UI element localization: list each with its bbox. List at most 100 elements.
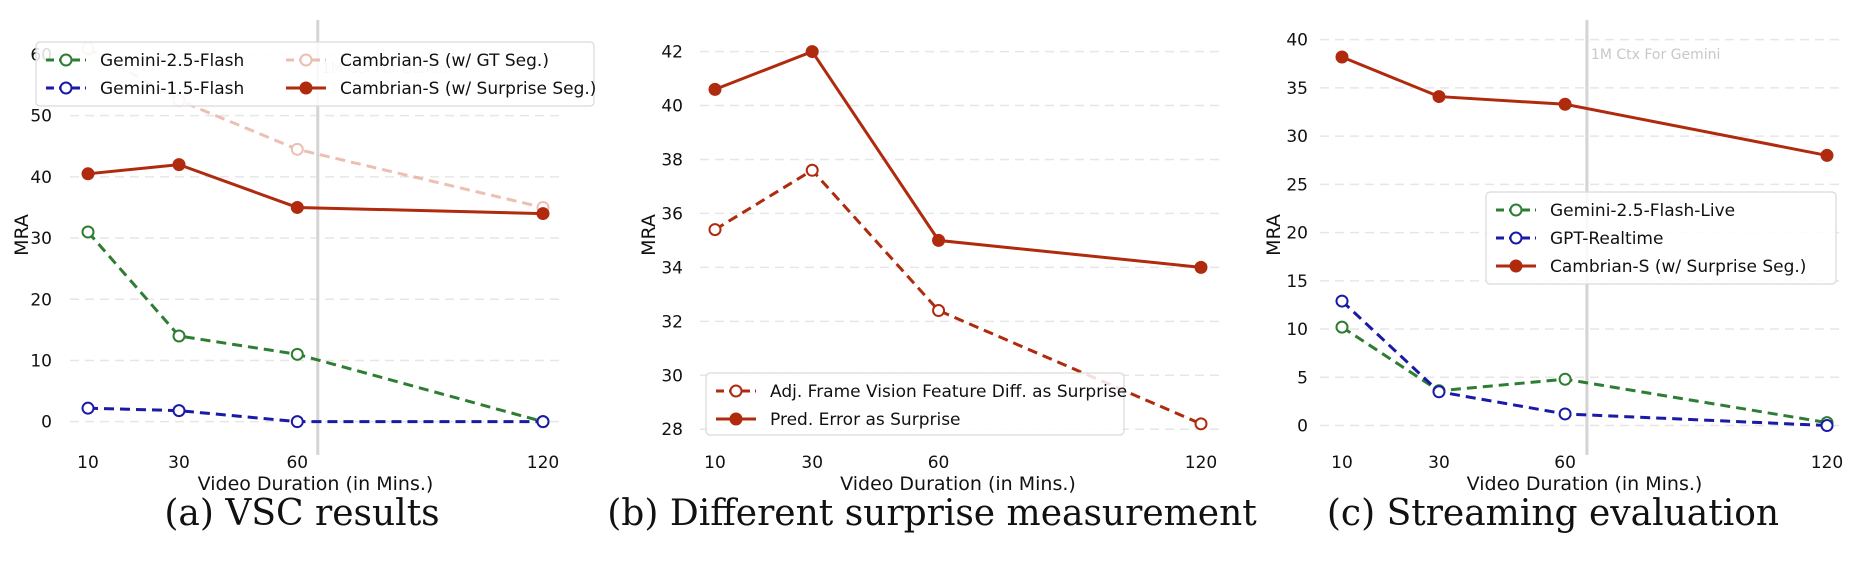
legend-label: Pred. Error as Surprise [770, 410, 961, 430]
series-pred-error-as-surprise [708, 45, 1208, 274]
series-line [714, 168, 1202, 426]
series-adj-frame-vision-feature-diff-as-surprise [708, 163, 1208, 431]
legend: Gemini-2.5-Flash Gemini-1.5-Flash Cambrian… [35, 41, 596, 107]
x-tick-label: 120 [1811, 453, 1843, 473]
series-line [87, 406, 543, 424]
data-point [708, 82, 722, 96]
legend-label: Cambrian-S (w/ Surprise Seg.) [340, 79, 596, 99]
y-tick-label: 0 [41, 413, 52, 433]
chart-panel-2: 28 30 32 34 36 38 40 42 10 30 60 120 Video Duration … [607, 43, 1257, 534]
x-tick-label: 30 [801, 453, 823, 473]
y-tick-label: 0 [1297, 417, 1308, 437]
x-tick-label: 10 [77, 453, 99, 473]
data-point [81, 225, 95, 239]
y-tick-label: 30 [661, 366, 683, 386]
series-gemini-1-5-flash [81, 401, 550, 429]
data-point [932, 304, 946, 318]
y-tick-label: 28 [661, 420, 683, 440]
y-tick-label: 20 [1286, 224, 1308, 244]
y-tick-label: 32 [661, 312, 683, 332]
y-tick-label: 50 [30, 107, 52, 127]
legend-swatch-marker [59, 53, 73, 67]
series-gemini-2-5-flash [81, 225, 550, 429]
data-point [290, 142, 304, 156]
data-point [932, 233, 946, 247]
data-point [172, 158, 186, 172]
legend-swatch-marker [59, 81, 73, 95]
legend-item [286, 53, 326, 67]
data-point [1432, 90, 1446, 104]
series-line [1341, 325, 1828, 425]
y-tick-label: 30 [1286, 127, 1308, 147]
legend-item [1496, 203, 1536, 217]
data-point [708, 223, 722, 237]
legend-item [1496, 231, 1536, 245]
legend-label: Adj. Frame Vision Feature Diff. as Surpr… [770, 382, 1127, 402]
legend-label: Cambrian-S (w/ Surprise Seg.) [1550, 257, 1806, 277]
legend-box [1485, 191, 1837, 285]
data-point [1335, 320, 1349, 334]
legend-item [46, 53, 86, 67]
series-gemini-2-5-flash-live [1335, 320, 1834, 430]
chart-panel-3: 0 5 10 15 20 25 30 35 40 10 30 60 120 Video Duration … [1263, 20, 1845, 534]
data-point [1820, 148, 1834, 162]
panel-caption: (b) Different surprise measurement [607, 493, 1257, 534]
x-tick-label: 60 [286, 453, 308, 473]
y-tick-label: 40 [661, 97, 683, 117]
series-line [1341, 55, 1828, 157]
x-tick-label: 30 [1428, 453, 1450, 473]
series-line [87, 163, 544, 216]
x-axis-label: Video Duration (in Mins.) [1467, 473, 1703, 495]
data-point [81, 167, 95, 181]
legend-label: GPT-Realtime [1550, 229, 1663, 249]
legend-swatch-marker [1509, 259, 1523, 273]
legend-label: Gemini-1.5-Flash [100, 79, 244, 99]
panel-caption: (a) VSC results [164, 493, 439, 534]
y-tick-label: 34 [661, 258, 683, 278]
data-point [1558, 97, 1572, 111]
series-line [1340, 299, 1828, 428]
x-tick-label: 60 [1554, 453, 1576, 473]
y-tick-label: 38 [661, 150, 683, 170]
data-point [805, 45, 819, 59]
series-line [714, 49, 1202, 269]
x-tick-label: 30 [168, 453, 190, 473]
data-point [1194, 260, 1208, 274]
y-tick-label: 25 [1286, 175, 1308, 195]
y-tick-label: 36 [661, 204, 683, 224]
legend-label: Gemini-2.5-Flash [100, 51, 244, 71]
legend-item [716, 412, 756, 426]
y-axis-label: MRA [11, 214, 33, 256]
x-tick-label: 120 [1185, 453, 1217, 473]
y-tick-label: 15 [1286, 272, 1308, 292]
series-cambrian-s-w-surprise-seg- [1335, 50, 1834, 162]
y-tick-label: 10 [1286, 320, 1308, 340]
reference-line-label: 1M Ctx For Gemini [1591, 47, 1721, 63]
x-tick-label: 10 [704, 453, 726, 473]
data-point [290, 347, 304, 361]
legend-swatch-marker [299, 81, 313, 95]
legend-label: Cambrian-S (w/ GT Seg.) [340, 51, 549, 71]
legend-swatch-marker [729, 384, 743, 398]
data-point [81, 401, 95, 415]
legend: Gemini-2.5-Flash-Live GPT-Realtime Cambria… [1485, 191, 1837, 285]
y-tick-label: 10 [30, 351, 52, 371]
legend-box [35, 41, 595, 107]
legend-item [286, 81, 326, 95]
y-tick-label: 5 [1297, 368, 1308, 388]
y-tick-label: 35 [1286, 79, 1308, 99]
data-point [172, 329, 186, 343]
legend-item [716, 384, 756, 398]
series-gpt-realtime [1335, 294, 1834, 433]
data-point [1558, 407, 1572, 421]
x-axis-label: Video Duration (in Mins.) [840, 473, 1076, 495]
data-point [805, 163, 819, 177]
series-line [86, 230, 544, 424]
legend-swatch-marker [1509, 203, 1523, 217]
y-tick-label: 40 [1286, 31, 1308, 51]
data-point [1558, 372, 1572, 386]
legend-swatch-marker [729, 412, 743, 426]
series-cambrian-s-w-surprise-seg- [81, 158, 550, 221]
data-point [536, 415, 550, 429]
